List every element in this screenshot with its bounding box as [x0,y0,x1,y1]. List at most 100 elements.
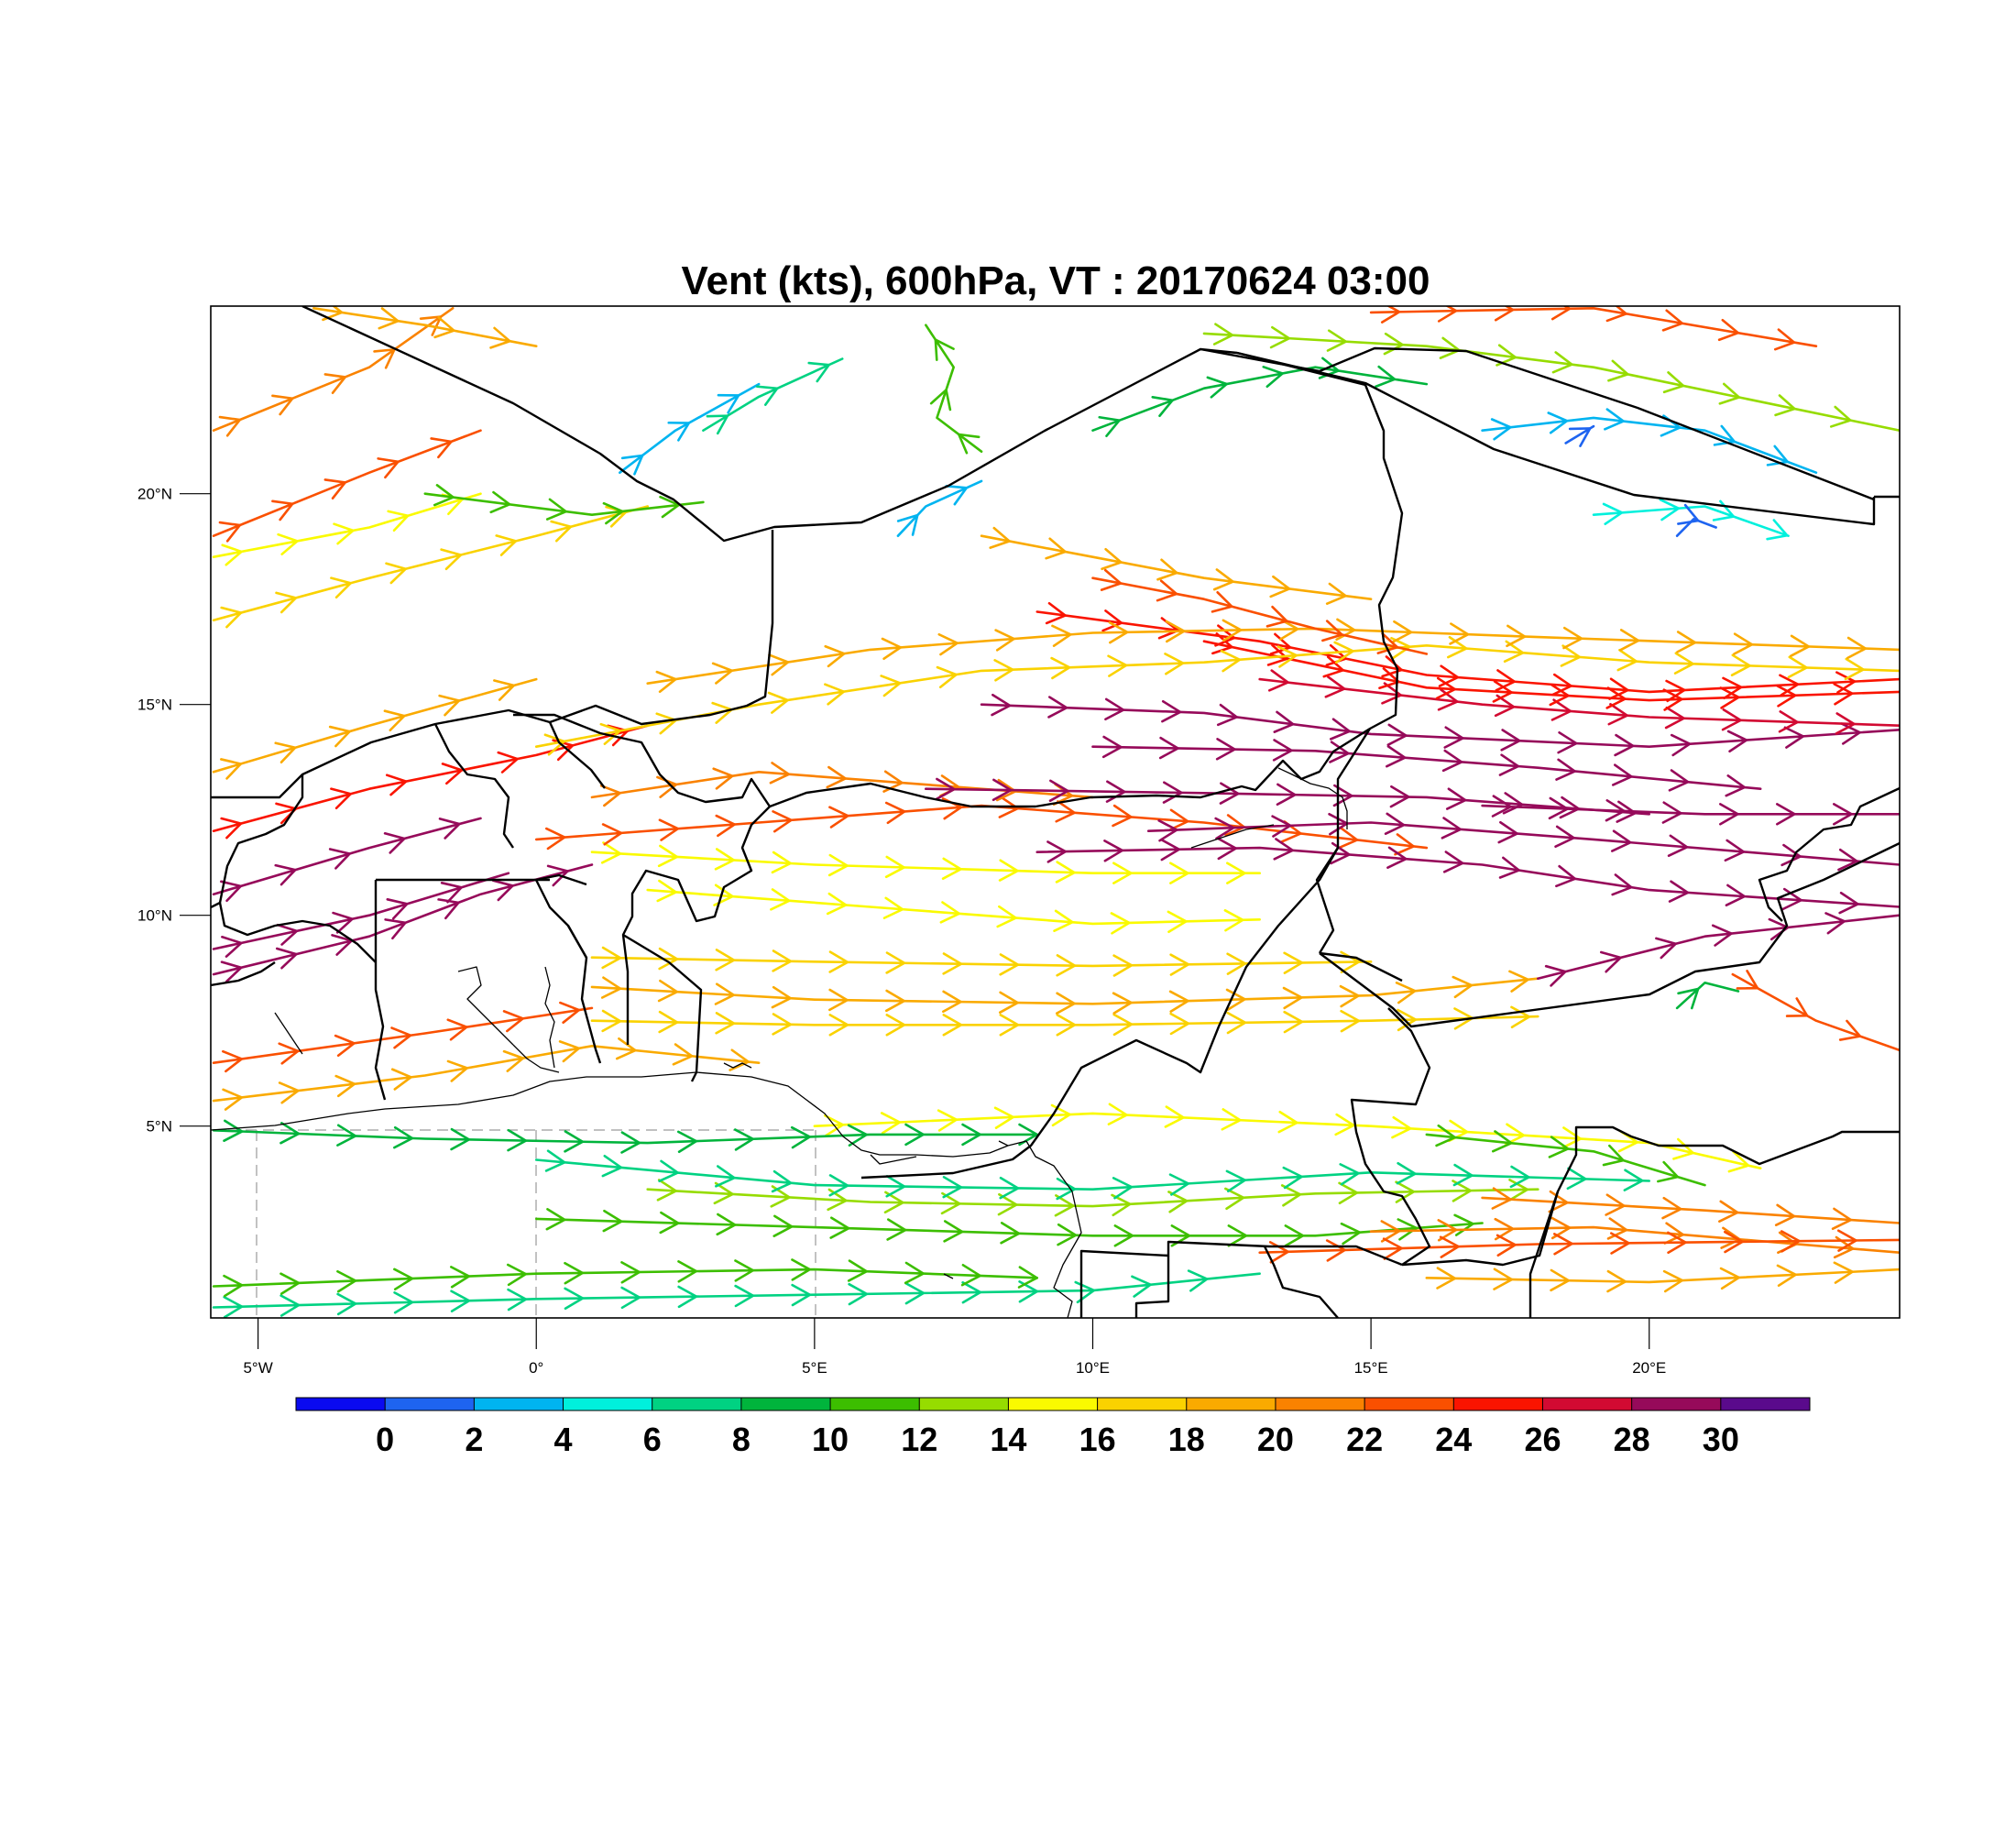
wind-arrow [1550,1216,1572,1240]
wind-arrow [1491,1187,1512,1210]
lat-tick-label: 10°N [137,907,172,925]
streamline [1091,735,1762,797]
wind-arrow [1223,909,1244,932]
wind-arrow [1722,676,1743,700]
wind-arrow [1774,394,1796,417]
wind-arrow [1605,1193,1626,1216]
wind-arrow [271,499,294,521]
streamline [212,677,538,780]
wind-arrow [543,733,565,756]
wind-arrow [885,951,906,974]
wind-arrow [716,1213,737,1236]
wind-arrow [942,1176,963,1199]
wind-arrow [715,949,736,971]
wind-arrow [336,1269,357,1293]
wind-arrow [278,1081,300,1104]
wind-arrow [1225,988,1246,1012]
wind-arrow [600,841,622,864]
wind-arrow [1056,954,1077,977]
streamline [1425,1261,1900,1293]
wind-arrow [1668,880,1690,903]
streamline [534,1149,1651,1201]
wind-arrow [1766,519,1789,541]
wind-arrow [1452,1163,1474,1187]
wind-arrow [221,935,243,958]
wind-arrow [545,498,567,521]
wind-arrow [1389,785,1410,808]
wind-arrow [1727,1150,1750,1173]
wind-arrow [1662,1269,1684,1293]
wind-arrow [1557,730,1578,754]
wind-arrow [904,1261,925,1285]
wind-arrow [1333,641,1354,664]
wind-arrow [999,953,1020,976]
streamline [212,1001,594,1073]
colorbar-swatch [740,1398,831,1410]
wind-arrow [1216,703,1238,727]
wind-arrow [385,774,408,796]
wind-arrow [1550,306,1572,321]
wind-arrow [1605,686,1627,709]
wind-arrow [502,1010,524,1033]
wind-arrow [1718,1200,1739,1223]
wind-arrow [1325,1239,1346,1262]
wind-arrow [1265,605,1288,628]
wind-arrow [1611,873,1633,896]
wind-arrow [1219,782,1240,805]
wind-arrow [767,691,789,714]
wind-arrow [896,513,919,536]
wind-arrow [564,1261,585,1285]
colorbar-swatch [919,1398,1009,1410]
wind-arrow [1494,306,1515,322]
wind-arrow [1156,579,1178,602]
streamline [1091,568,1429,655]
colorbar-label: 4 [554,1421,573,1458]
wind-arrow [1559,796,1581,819]
wind-arrow [1107,654,1128,677]
streamline [1091,357,1429,438]
wind-arrow [1503,640,1525,664]
streamline [980,526,1373,605]
wind-arrow [771,851,792,874]
wind-arrow [937,632,959,656]
wind-arrow [676,1130,698,1154]
streamline [212,817,482,903]
wind-arrow [1054,1194,1075,1217]
wind-arrow [771,985,792,1009]
wind-arrow [1215,738,1236,761]
wind-arrow [279,1294,301,1317]
streamline [896,479,983,538]
wind-arrow [1156,558,1178,581]
wind-arrow [601,823,623,846]
wind-arrow [1655,937,1677,960]
colorbar-label: 18 [1168,1421,1205,1458]
wind-arrow [1665,679,1686,703]
wind-arrow [713,1181,734,1205]
wind-arrow [607,724,630,747]
wind-arrow [1495,669,1516,692]
streamline [646,618,1900,694]
wind-arrow [328,725,351,748]
wind-arrow [1544,964,1567,987]
wind-arrow [768,653,790,676]
wind-arrow [677,1285,698,1309]
wind-arrow [886,1218,907,1241]
wind-arrow [1718,382,1741,405]
wind-arrow [1492,680,1513,703]
wind-arrow [1337,827,1359,850]
wind-arrow [997,1192,1018,1216]
wind-arrow [332,911,354,934]
wind-arrow [438,818,461,840]
wind-arrow [1376,632,1399,654]
wind-arrow [1623,1169,1644,1191]
wind-arrow [1165,620,1186,643]
wind-arrow [1662,371,1685,394]
wind-arrow [826,892,848,916]
wind-arrow [1271,815,1292,838]
wind-arrow [1224,1187,1245,1211]
wind-arrow [994,629,1015,652]
wind-arrow [1610,829,1632,852]
wind-arrow [1056,1014,1077,1037]
colorbar-swatch [1631,1398,1722,1410]
wind-arrow [656,879,677,903]
